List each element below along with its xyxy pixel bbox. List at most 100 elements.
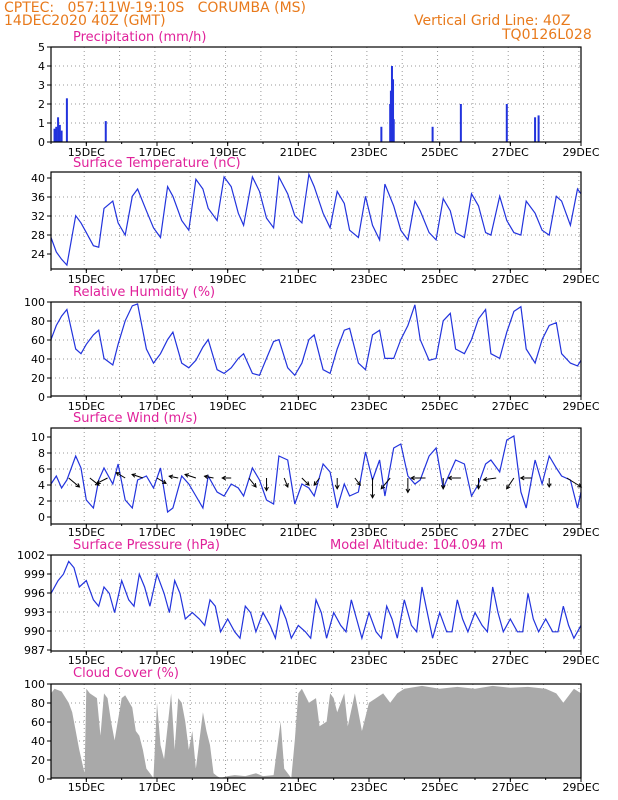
- wind-arrow: [203, 474, 214, 480]
- panel-5: 15DEC 17DEC 19DEC 21DEC 23DEC 25DEC 27DEC 29DEC…: [24, 666, 600, 794]
- x-tick-label: 21DEC: [280, 146, 317, 159]
- x-tick-label: 27DEC: [492, 273, 529, 286]
- precip-bar: [380, 126, 383, 142]
- x-tick-label: 25DEC: [421, 654, 458, 667]
- x-tick-label: 15DEC: [68, 146, 105, 159]
- series-line: [50, 435, 582, 514]
- wind-arrow: [440, 478, 446, 490]
- wind-arrow: [264, 478, 269, 492]
- x-tick-label: 25DEC: [421, 781, 458, 794]
- x-tick-label: 25DEC: [421, 273, 458, 286]
- x-tick-label: 17DEC: [138, 526, 175, 539]
- y-tick-label: 1: [38, 117, 45, 130]
- x-tick-label: 17DEC: [138, 400, 175, 413]
- y-tick-label: 6: [38, 463, 45, 476]
- precip-bar: [534, 117, 537, 142]
- wind-arrow: [334, 478, 340, 490]
- x-tick-label: 19DEC: [209, 273, 246, 286]
- plot-frame: [50, 171, 582, 270]
- y-tick-label: 990: [24, 625, 45, 638]
- wind-arrow: [156, 477, 167, 484]
- precip-bar: [60, 130, 63, 142]
- y-tick-label: 60: [31, 716, 45, 729]
- precip-bar: [58, 124, 61, 142]
- y-tick-label: 0: [38, 391, 45, 404]
- x-tick-label: 19DEC: [209, 781, 246, 794]
- wind-arrow: [354, 477, 361, 487]
- x-tick-label: 19DEC: [209, 654, 246, 667]
- wind-arrow: [168, 474, 179, 480]
- y-tick-label: 100: [24, 678, 45, 691]
- plot-frame: [50, 683, 582, 779]
- panel-1: 15DEC 17DEC 19DEC 21DEC 23DEC 25DEC 27DEC 29DEC…: [31, 156, 600, 286]
- y-tick-label: 40: [31, 735, 45, 748]
- wind-arrow: [131, 473, 144, 479]
- y-tick-label: 5: [38, 41, 45, 54]
- header-grid-line: Vertical Grid Line: 40Z: [414, 13, 571, 29]
- x-tick-label: 25DEC: [421, 146, 458, 159]
- header-date: 14DEC2020 40Z (GMT): [4, 13, 166, 29]
- plot-frame: [50, 46, 582, 143]
- wind-arrow: [301, 477, 310, 486]
- precip-bar: [389, 90, 392, 142]
- plot-frame: [50, 301, 582, 397]
- y-tick-label: 999: [24, 568, 45, 581]
- x-tick-label: 17DEC: [138, 781, 175, 794]
- y-tick-label: 996: [24, 587, 45, 600]
- panel-title: Cloud Cover (%): [73, 666, 179, 681]
- x-tick-label: 29DEC: [562, 146, 599, 159]
- x-tick-label: 21DEC: [280, 781, 317, 794]
- x-tick-label: 23DEC: [350, 654, 387, 667]
- series-line: [50, 172, 582, 267]
- y-tick-label: 40: [31, 172, 45, 185]
- precip-bar: [537, 115, 540, 142]
- plot-frame: [50, 554, 582, 652]
- y-tick-label: 100: [24, 296, 45, 309]
- x-tick-label: 15DEC: [68, 526, 105, 539]
- wind-arrow: [506, 477, 515, 490]
- panel-title: Relative Humidity (%): [73, 285, 215, 300]
- wind-arrow: [380, 477, 391, 490]
- x-tick-label: 29DEC: [562, 400, 599, 413]
- wind-arrow: [519, 475, 532, 481]
- y-tick-label: 1002: [17, 549, 45, 562]
- y-tick-label: 2: [38, 98, 45, 111]
- x-tick-label: 25DEC: [421, 526, 458, 539]
- y-tick-label: 4: [38, 479, 45, 492]
- precip-bar: [392, 79, 395, 142]
- x-tick-label: 27DEC: [492, 781, 529, 794]
- panel-title: Surface Pressure (hPa): [73, 538, 220, 553]
- wind-arrow: [566, 477, 583, 488]
- series-line: [50, 303, 582, 377]
- precip-bar: [390, 66, 393, 142]
- plot-frame: [50, 427, 582, 525]
- wind-arrow: [248, 477, 257, 488]
- model-altitude: Model Altitude: 104.094 m: [330, 538, 503, 553]
- y-tick-label: 8: [38, 447, 45, 460]
- y-tick-label: 2: [38, 495, 45, 508]
- x-tick-label: 19DEC: [209, 146, 246, 159]
- x-tick-label: 19DEC: [209, 400, 246, 413]
- y-tick-label: 28: [31, 229, 45, 242]
- wind-arrow: [410, 475, 426, 481]
- y-tick-label: 80: [31, 315, 45, 328]
- header-station: CPTEC: 057:11W-19:10S CORUMBA (MS): [4, 0, 306, 16]
- y-tick-label: 32: [31, 210, 45, 223]
- panel-title: Surface Temperature (nC): [73, 156, 241, 171]
- x-tick-label: 17DEC: [138, 146, 175, 159]
- y-tick-label: 993: [24, 606, 45, 619]
- x-tick-label: 17DEC: [138, 273, 175, 286]
- x-tick-label: 15DEC: [68, 400, 105, 413]
- wind-arrow: [313, 477, 320, 487]
- panel-0: 15DEC 17DEC 19DEC 21DEC 23DEC 25DEC 27DEC 29DEC…: [38, 30, 600, 159]
- x-tick-label: 21DEC: [280, 654, 317, 667]
- y-tick-label: 0: [38, 773, 45, 786]
- precip-bar: [431, 126, 434, 142]
- x-tick-label: 21DEC: [280, 400, 317, 413]
- panel-2: 15DEC 17DEC 19DEC 21DEC 23DEC 25DEC 27DEC 29DEC…: [24, 285, 600, 413]
- precip-bar: [57, 117, 60, 142]
- x-tick-label: 19DEC: [209, 526, 246, 539]
- x-tick-label: 27DEC: [492, 146, 529, 159]
- y-tick-label: 3: [38, 79, 45, 92]
